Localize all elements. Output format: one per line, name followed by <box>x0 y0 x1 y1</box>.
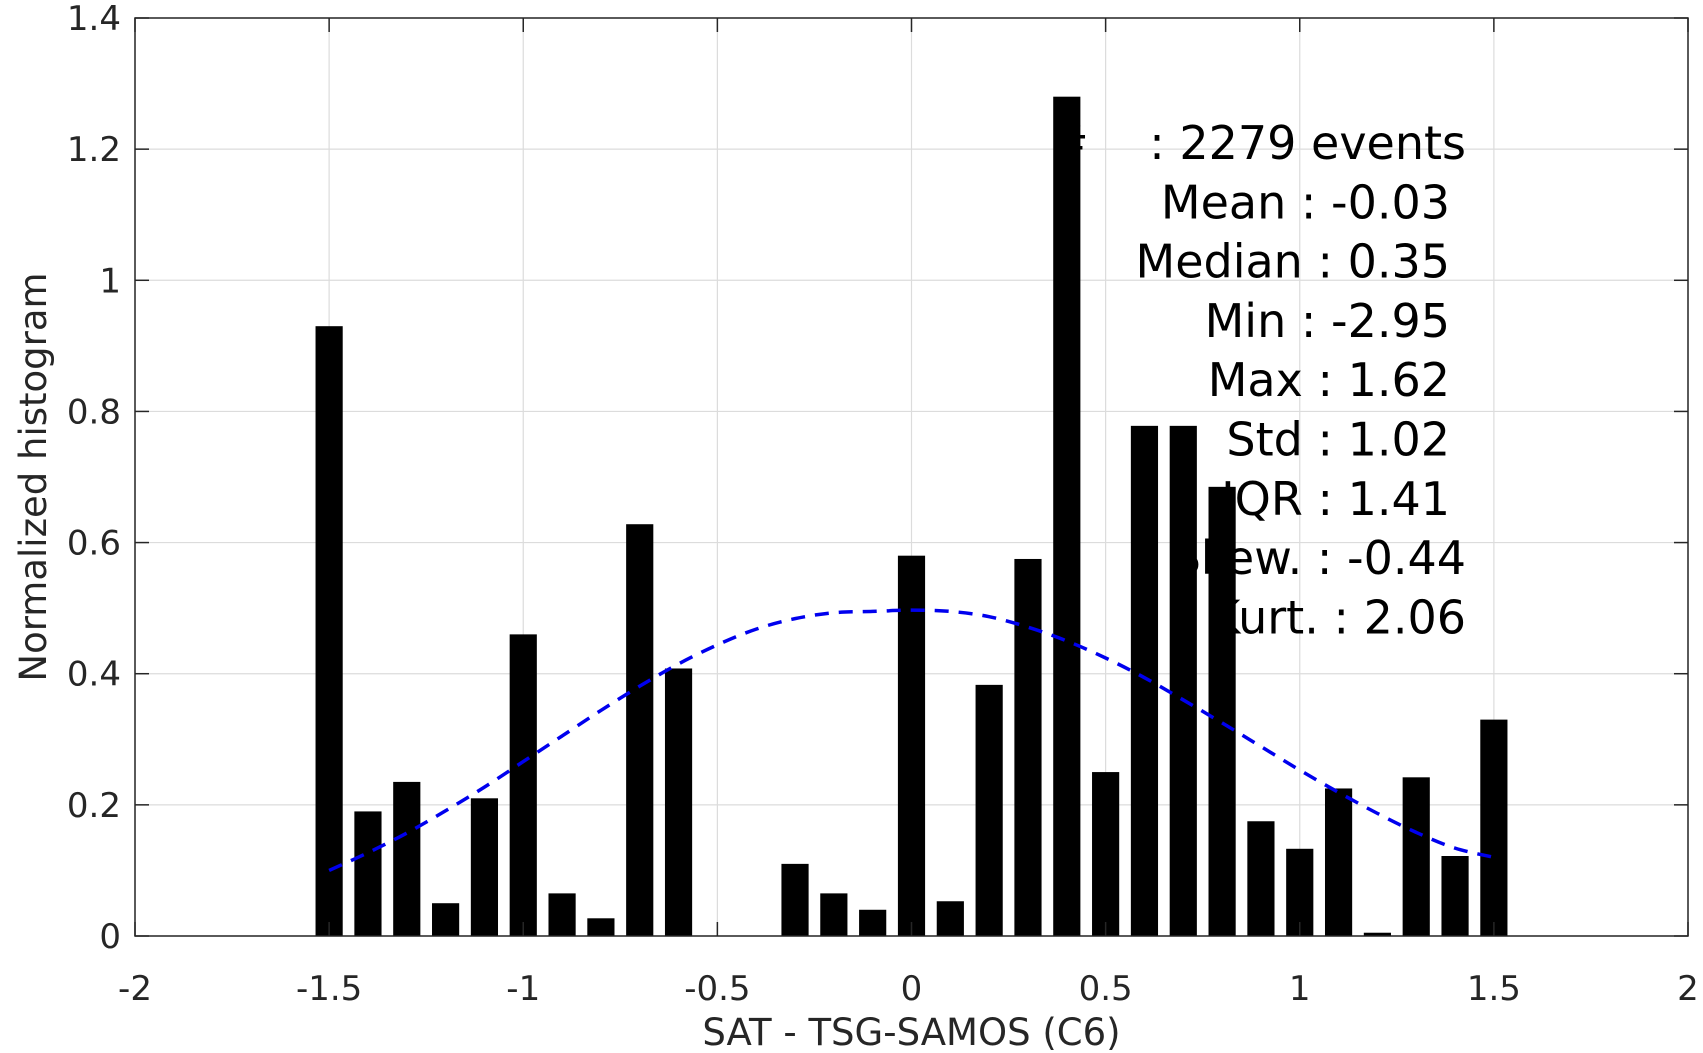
y-tick-label: 0.2 <box>67 786 121 826</box>
stats-line: Max : 1.62 <box>1208 353 1450 407</box>
y-tick-label: 1.2 <box>67 130 121 170</box>
histogram-bar <box>820 893 848 936</box>
histogram-bars <box>315 96 1508 937</box>
y-tick-label: 0.6 <box>67 524 121 564</box>
x-tick-labels: -2 -1.5 -1 -0.5 0 0.5 1 1.5 2 <box>118 969 1699 1009</box>
y-tick-label: 1.4 <box>67 0 121 39</box>
stats-line: Std : 1.02 <box>1226 413 1450 467</box>
histogram-bar <box>936 901 964 936</box>
x-tick-label: 1.5 <box>1467 969 1521 1009</box>
histogram-bar <box>1053 96 1081 936</box>
y-axis-label: Normalized histogram <box>12 272 55 681</box>
x-tick-label: 1 <box>1289 969 1311 1009</box>
histogram-bar <box>1208 486 1236 936</box>
histogram-bar <box>897 555 926 936</box>
histogram-bar <box>1363 932 1391 936</box>
histogram-bar <box>548 893 576 936</box>
x-tick-label: 2 <box>1677 969 1699 1009</box>
histogram-bar <box>1169 425 1197 936</box>
histogram-bar <box>509 634 537 936</box>
histogram-bar <box>1402 777 1430 936</box>
histogram-bar <box>315 326 343 937</box>
histogram-bar <box>1014 558 1042 936</box>
stats-line: Mean : -0.03 <box>1161 175 1450 229</box>
x-tick-label: 0 <box>901 969 923 1009</box>
histogram-bar <box>626 524 654 936</box>
x-tick-label: -1 <box>506 969 540 1009</box>
histogram-bar <box>975 684 1003 936</box>
normal-fit-curve <box>328 608 1495 873</box>
histogram-bar <box>664 668 693 936</box>
x-tick-label: -2 <box>118 969 152 1009</box>
stats-line: IQR : 1.41 <box>1221 472 1450 526</box>
stats-partial-glyph: # <box>1050 116 1089 170</box>
histogram-bar <box>1441 856 1469 936</box>
y-tick-labels: 0 0.2 0.4 0.6 0.8 1 1.2 1.4 <box>67 0 121 957</box>
stats-line: Kurt. : 2.06 <box>1210 590 1466 644</box>
histogram-bar <box>354 811 382 936</box>
histogram-bar <box>859 909 887 936</box>
histogram-bar <box>393 781 421 936</box>
x-tick-label: 0.5 <box>1079 969 1133 1009</box>
histogram-bar <box>470 798 499 936</box>
x-tick-label: -0.5 <box>684 969 750 1009</box>
histogram-bar <box>781 863 809 936</box>
stats-line: : 2279 events <box>1149 116 1466 170</box>
y-tick-label: 0.8 <box>67 392 121 432</box>
y-tick-label: 0.4 <box>67 655 121 695</box>
stats-line: Skew. : -0.44 <box>1172 531 1466 585</box>
x-tick-label: -1.5 <box>296 969 362 1009</box>
histogram-bar <box>587 918 615 936</box>
histogram-bar <box>1480 719 1508 936</box>
histogram-bar <box>432 903 460 936</box>
histogram-bar <box>1286 848 1314 936</box>
y-tick-label: 1 <box>99 261 121 301</box>
axis-ticks <box>134 17 1689 937</box>
stats-line: Median : 0.35 <box>1136 235 1450 289</box>
x-axis-label: SAT - TSG-SAMOS (C6) <box>702 1011 1120 1053</box>
histogram-bar <box>1092 772 1120 936</box>
histogram-bar <box>1247 821 1275 936</box>
histogram-bar <box>1130 425 1159 936</box>
stats-line: Min : -2.95 <box>1205 294 1450 348</box>
histogram-bar <box>1324 788 1353 936</box>
y-tick-label: 0 <box>99 917 121 957</box>
